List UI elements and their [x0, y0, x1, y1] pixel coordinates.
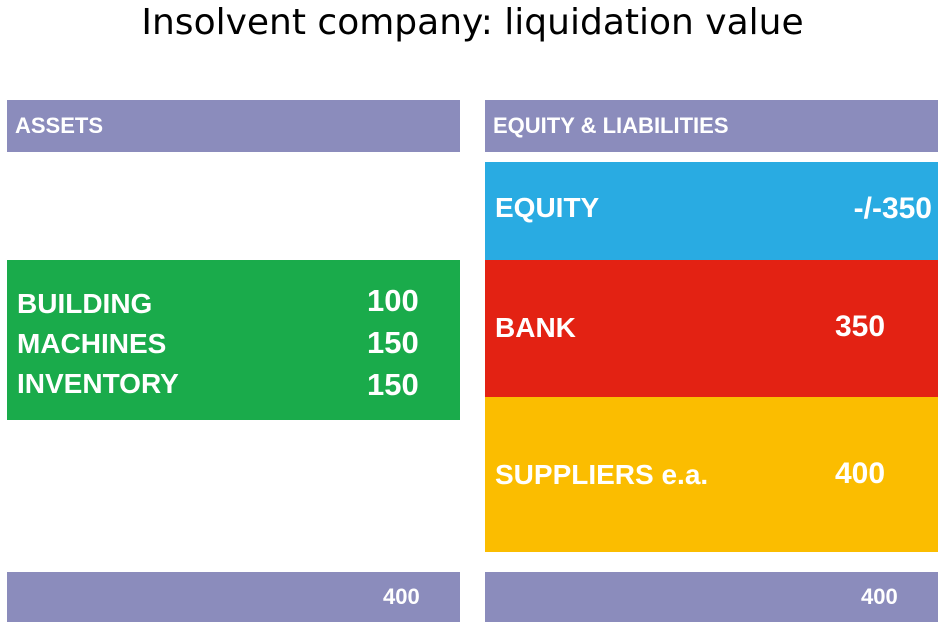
liability-value: 400: [835, 457, 886, 490]
liabilities-header: EQUITY & LIABILITIES: [485, 100, 938, 152]
asset-value: 100: [367, 283, 419, 318]
liability-label: BANK: [495, 312, 576, 343]
liabilities-footer: 400: [485, 572, 938, 622]
asset-value: 150: [367, 367, 419, 402]
bank-box: BANK 350: [485, 260, 938, 397]
liability-value: 350: [835, 310, 886, 343]
title: Insolvent company: liquidation value: [141, 2, 804, 43]
liability-label: EQUITY: [495, 192, 600, 223]
liability-label: SUPPLIERS e.a.: [495, 459, 709, 490]
liability-value: -/-350: [853, 192, 932, 225]
assets-box: BUILDING MACHINES INVENTORY 100 150 150: [7, 260, 460, 420]
assets-header: ASSETS: [7, 100, 460, 152]
asset-label: MACHINES: [17, 328, 167, 359]
equity-box: EQUITY -/-350: [485, 162, 938, 260]
assets-footer: 400: [7, 572, 460, 622]
asset-label: INVENTORY: [17, 368, 179, 399]
suppliers-box: SUPPLIERS e.a. 400: [485, 397, 938, 552]
assets-total: 400: [383, 584, 420, 609]
asset-value: 150: [367, 325, 419, 360]
asset-label: BUILDING: [17, 288, 153, 319]
liabilities-total: 400: [861, 584, 898, 609]
